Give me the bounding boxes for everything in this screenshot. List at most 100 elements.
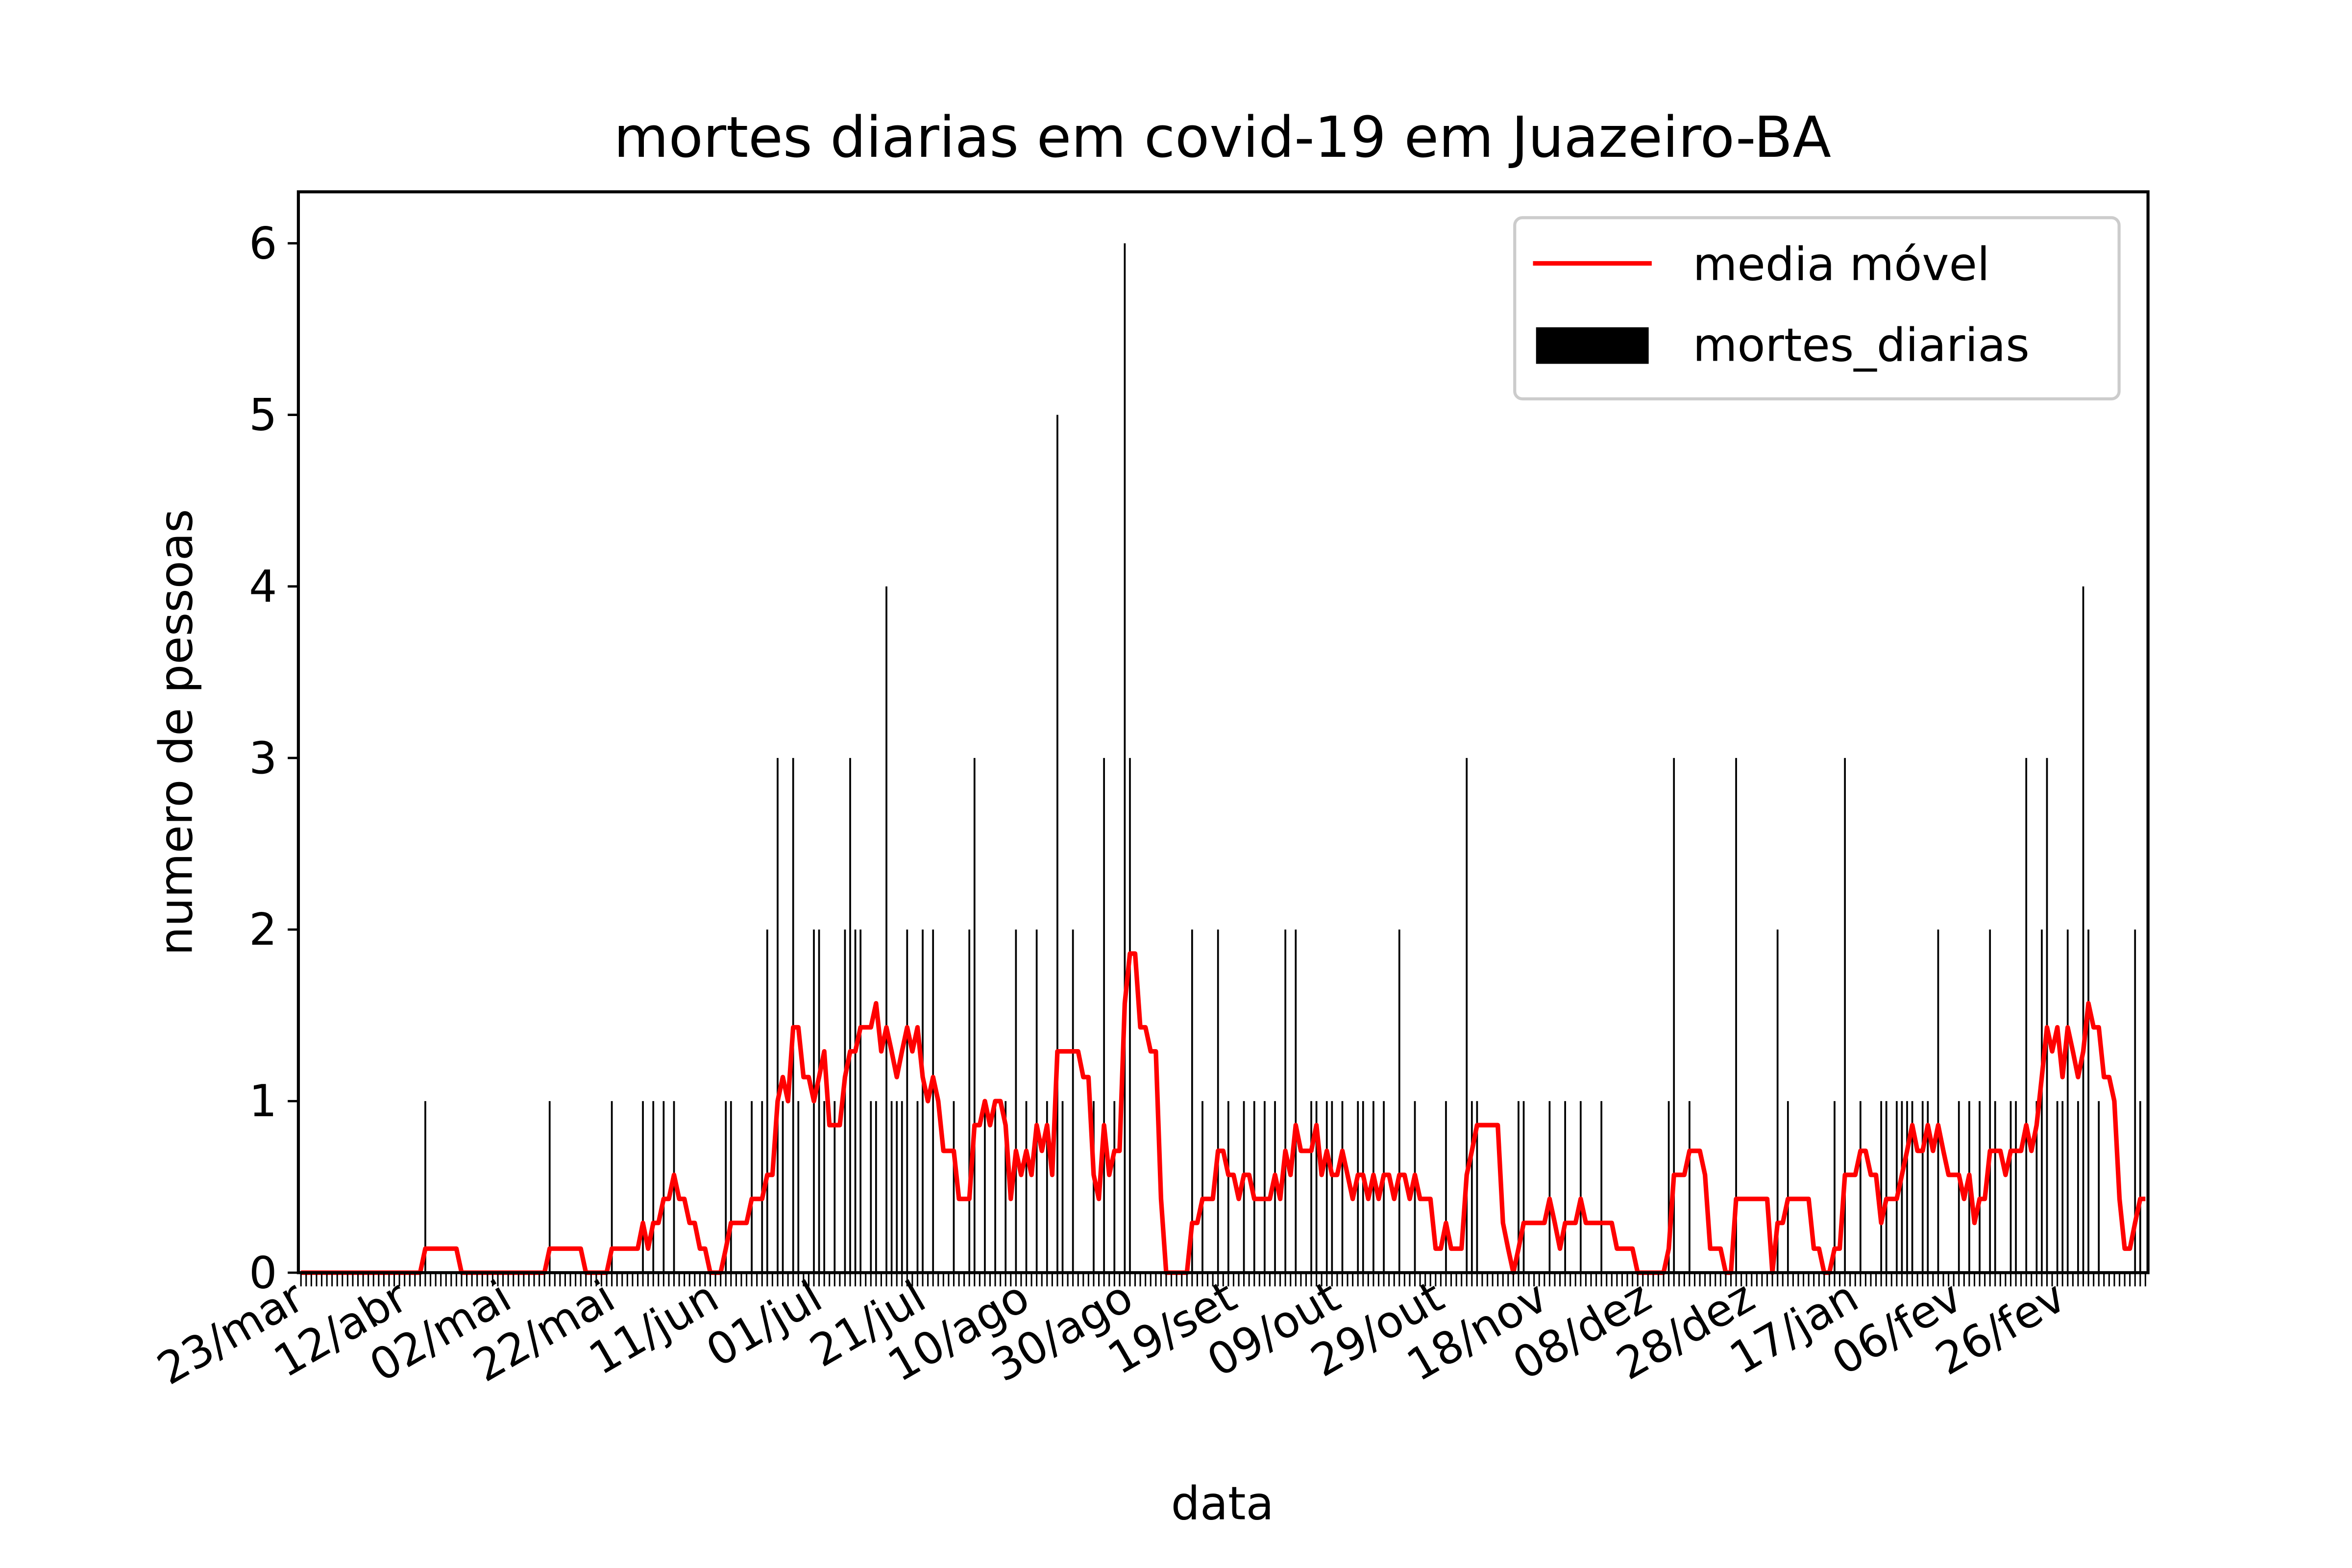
bar xyxy=(1937,930,1939,1273)
bar xyxy=(1979,1101,1981,1273)
bar xyxy=(1927,1101,1929,1273)
bar xyxy=(1844,758,1846,1273)
bar xyxy=(792,758,794,1273)
bar xyxy=(1103,758,1105,1273)
bar xyxy=(1398,930,1400,1273)
bar xyxy=(1880,1101,1883,1273)
bar xyxy=(1885,1101,1887,1273)
bar xyxy=(1274,1101,1276,1273)
bar xyxy=(1217,930,1219,1273)
bar xyxy=(1284,930,1287,1273)
bar xyxy=(1901,1101,1903,1273)
bar xyxy=(885,586,887,1273)
bar xyxy=(2077,1101,2079,1273)
bar xyxy=(2041,930,2043,1273)
bar xyxy=(1989,930,1991,1273)
bar xyxy=(844,930,846,1273)
y-tick-label: 5 xyxy=(249,390,277,441)
y-axis-label: numero de pessoas xyxy=(149,509,202,956)
bar xyxy=(1548,1101,1551,1273)
bar xyxy=(833,1101,836,1273)
bar xyxy=(906,930,908,1273)
bar xyxy=(1787,1101,1789,1273)
legend-box xyxy=(1513,216,2121,401)
bar xyxy=(2134,930,2136,1273)
bar xyxy=(1227,1101,1229,1273)
bar xyxy=(1331,1101,1333,1273)
bar xyxy=(673,1101,675,1273)
bar xyxy=(424,1101,426,1273)
bar xyxy=(875,1101,877,1273)
bar xyxy=(730,1101,732,1273)
bar xyxy=(859,930,862,1273)
bar xyxy=(1310,1101,1312,1273)
bar xyxy=(1958,1101,1960,1273)
bar xyxy=(1061,1101,1064,1273)
bar xyxy=(823,1101,826,1273)
bar xyxy=(777,758,779,1273)
legend-label: media móvel xyxy=(1693,238,1990,291)
bar xyxy=(890,1101,893,1273)
bar xyxy=(1253,1101,1255,1273)
bar xyxy=(766,930,768,1273)
legend: media móvel mortes_diarias xyxy=(1513,216,2121,401)
bar xyxy=(1414,1101,1416,1273)
bar xyxy=(2098,1101,2100,1273)
bar xyxy=(1093,1101,1095,1273)
bar xyxy=(1362,1101,1364,1273)
bar xyxy=(2009,1101,2012,1273)
bar xyxy=(1600,1101,1603,1273)
bar xyxy=(1906,1101,1908,1273)
bar xyxy=(896,1101,898,1273)
bar xyxy=(1911,1101,1913,1273)
bar xyxy=(2035,1101,2038,1273)
bar xyxy=(953,1101,955,1273)
bar xyxy=(870,1101,872,1273)
bar xyxy=(652,1101,655,1273)
bar xyxy=(922,930,924,1273)
moving-average-line xyxy=(301,951,2146,1275)
bar xyxy=(2139,1101,2141,1273)
bar xyxy=(1046,1101,1048,1273)
legend-swatch xyxy=(1536,327,1649,364)
y-tick-label: 4 xyxy=(249,561,277,612)
bar xyxy=(797,1101,800,1273)
bar xyxy=(2066,930,2069,1273)
bar xyxy=(1315,1101,1318,1273)
bar xyxy=(1673,758,1675,1273)
bar xyxy=(1056,415,1058,1273)
bar xyxy=(2046,758,2048,1273)
bar xyxy=(1341,1101,1344,1273)
bar xyxy=(1470,1101,1473,1273)
bar xyxy=(1689,1101,1690,1273)
bar xyxy=(1035,930,1038,1273)
bar xyxy=(1072,930,1074,1273)
bar xyxy=(1201,1101,1203,1273)
chart-title: mortes diarias em covid-19 em Juazeiro-B… xyxy=(614,105,1831,171)
bar xyxy=(849,758,851,1273)
bar xyxy=(984,1101,986,1273)
bar xyxy=(642,1101,644,1273)
bar xyxy=(1372,1101,1374,1273)
legend-label: mortes_diarias xyxy=(1693,318,2030,371)
bar xyxy=(916,1101,919,1273)
bar xyxy=(782,1101,784,1273)
bar xyxy=(932,930,934,1273)
x-axis-label: data xyxy=(1171,1477,1274,1530)
y-tick-label: 0 xyxy=(249,1247,277,1298)
bar xyxy=(1191,930,1193,1273)
bar xyxy=(854,930,857,1273)
bar xyxy=(1015,930,1017,1273)
bar xyxy=(973,758,976,1273)
bar xyxy=(1994,1101,1996,1273)
bar xyxy=(725,1101,727,1273)
bar xyxy=(1445,1101,1447,1273)
bar xyxy=(2082,586,2084,1273)
bar xyxy=(1124,243,1126,1273)
bar xyxy=(548,1101,551,1273)
bar xyxy=(611,1101,613,1273)
bar xyxy=(1383,1101,1385,1273)
bar xyxy=(901,1101,903,1273)
y-tick-label: 6 xyxy=(249,218,277,270)
